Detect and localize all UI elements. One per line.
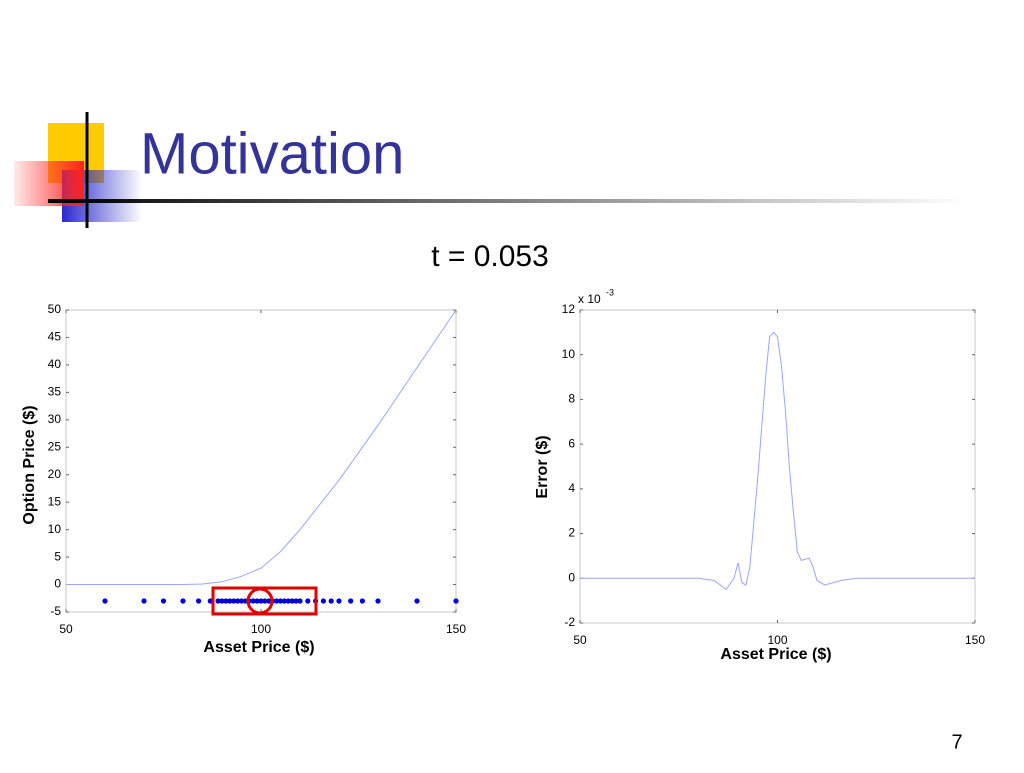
data-point <box>231 598 237 604</box>
data-point <box>102 598 108 604</box>
data-point <box>336 598 342 604</box>
y-tick-label: 12 <box>562 302 576 316</box>
y-axis-label: Error ($) <box>534 435 551 498</box>
data-point <box>223 598 229 604</box>
data-point <box>359 598 365 604</box>
data-point <box>254 598 260 604</box>
data-point <box>293 598 299 604</box>
data-point <box>262 598 268 604</box>
y-tick-label: 15 <box>48 494 62 508</box>
y-tick-label: 20 <box>48 467 62 481</box>
data-point <box>160 598 167 604</box>
x-tick-label: 50 <box>59 622 73 636</box>
y-tick-label: 0 <box>54 577 61 591</box>
x-tick-label: 50 <box>573 633 587 647</box>
y-tick-label: 6 <box>568 436 575 450</box>
data-point <box>180 598 186 604</box>
data-point <box>274 598 280 604</box>
data-line <box>66 309 457 586</box>
y-tick-label: 30 <box>48 412 62 426</box>
highlight-box <box>211 586 318 616</box>
y-scale-label: x 10 <box>578 292 601 306</box>
data-point <box>238 598 245 604</box>
y-axis-label: Option Price ($) <box>21 405 38 524</box>
title-decoration <box>14 112 968 228</box>
y-tick-label: 5 <box>54 549 61 563</box>
y-tick-label: 8 <box>568 392 575 406</box>
y-tick-label: 0 <box>568 570 575 584</box>
y-tick-label: 2 <box>568 526 575 540</box>
data-point <box>196 598 202 604</box>
data-point <box>414 598 420 604</box>
x-tick-label: 150 <box>446 622 466 636</box>
data-point <box>219 598 225 604</box>
y-tick-label: 10 <box>562 347 576 361</box>
data-point <box>305 598 311 604</box>
y-tick-label: 45 <box>48 330 62 344</box>
slide-subtitle: t = 0.053 <box>431 240 549 273</box>
x-tick-label: 150 <box>965 633 985 647</box>
data-point <box>227 598 233 604</box>
plot-frame <box>65 309 457 613</box>
data-point <box>297 598 303 604</box>
x-tick-label: 100 <box>767 633 787 647</box>
data-point <box>348 598 354 604</box>
x-axis-label: Asset Price ($) <box>720 646 831 663</box>
y-tick-label: 4 <box>568 481 575 495</box>
y-tick-label: 35 <box>48 385 62 399</box>
data-line <box>580 331 975 591</box>
data-point <box>375 598 381 604</box>
data-point <box>250 598 256 604</box>
data-point <box>289 598 295 604</box>
data-point <box>281 598 287 604</box>
y-tick-label: -5 <box>50 604 61 618</box>
data-point <box>258 598 264 604</box>
y-tick-label: 50 <box>48 302 62 316</box>
data-point <box>453 598 459 604</box>
page-number: 7 <box>951 731 962 753</box>
y-tick-label: -2 <box>564 615 575 629</box>
data-point <box>141 598 147 604</box>
data-point <box>277 598 284 604</box>
y-tick-label: 25 <box>48 439 62 453</box>
data-point <box>235 598 241 604</box>
data-point <box>320 598 326 604</box>
slide-title: Motivation <box>140 121 404 186</box>
data-point <box>215 598 221 604</box>
x-axis-label: Asset Price ($) <box>203 639 314 656</box>
y-scale-exponent: -3 <box>606 287 614 297</box>
y-tick-label: 40 <box>48 357 62 371</box>
data-point <box>266 598 272 604</box>
data-point <box>285 598 291 604</box>
x-tick-label: 100 <box>251 622 271 636</box>
plot-frame <box>579 309 976 624</box>
highlight-circle <box>246 587 274 615</box>
data-point <box>328 598 334 604</box>
y-tick-label: 10 <box>48 522 62 536</box>
